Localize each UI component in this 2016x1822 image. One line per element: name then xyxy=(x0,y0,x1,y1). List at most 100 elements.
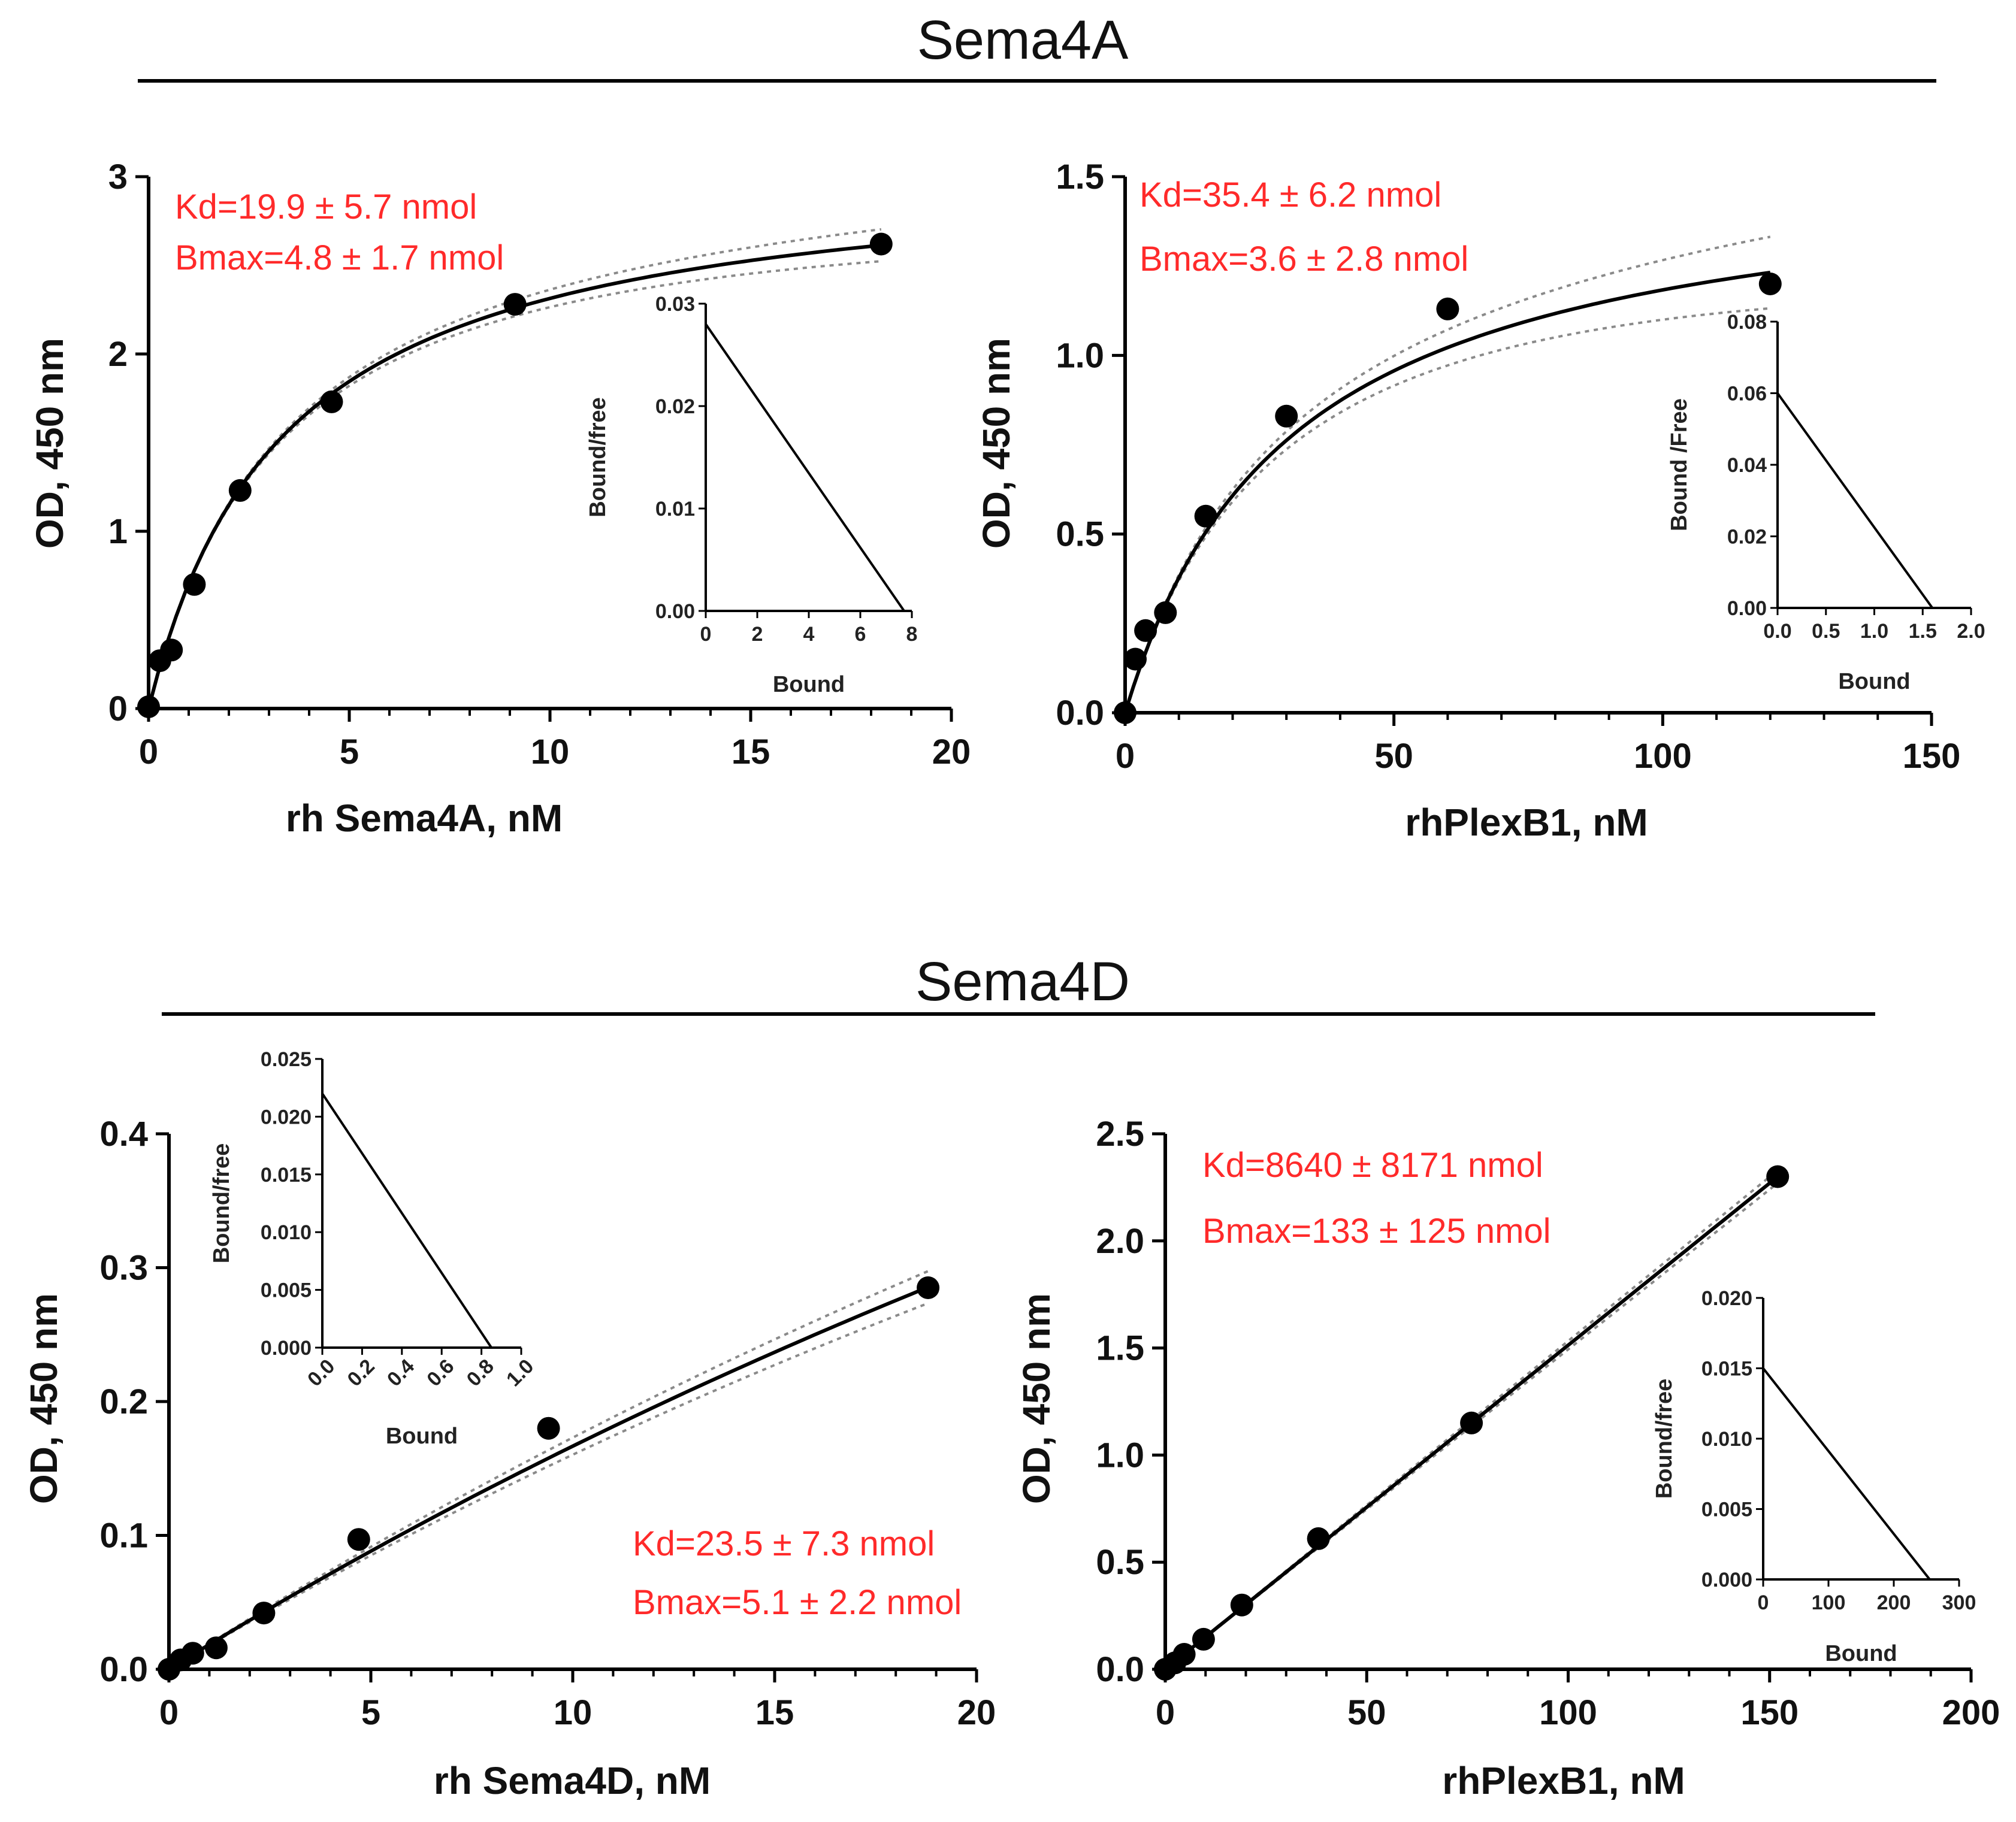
inset-x-tick-label: 1.0 xyxy=(1860,620,1888,643)
x-axis-label: rh Sema4D, nM xyxy=(434,1759,711,1802)
inset-y-tick-label: 0.025 xyxy=(261,1048,312,1071)
y-tick-label: 1.0 xyxy=(1056,336,1104,375)
x-axis-label: rhPlexB1, nM xyxy=(1405,801,1648,844)
inset-y-tick-label: 0.015 xyxy=(1701,1358,1752,1381)
inset-x-tick-label: 0.8 xyxy=(463,1355,498,1391)
section-title-sema4a: Sema4A xyxy=(917,10,1129,71)
inset-x-tick-label: 0.2 xyxy=(343,1355,379,1391)
chart-sema4d-sema4d-binding: 0.0 0.1 0.2 0.3 0.4 0 5 10 15 20 rh Sema4D, nM OD, … xyxy=(22,1048,996,1802)
inset-regression-line xyxy=(321,1092,492,1349)
data-point xyxy=(181,1642,204,1665)
inset-y-tick-label: 0.010 xyxy=(261,1221,312,1244)
x-axis-label: rhPlexB1, nM xyxy=(1442,1759,1685,1802)
fit-curve xyxy=(168,1285,929,1671)
inset-x-tick-label: 0.0 xyxy=(303,1355,339,1391)
data-point xyxy=(1172,1643,1196,1666)
inset-x-axis-label: Bound xyxy=(773,672,845,697)
x-tick-label: 15 xyxy=(755,1693,794,1732)
inset-x-tick-label: 0.4 xyxy=(383,1355,419,1391)
confidence-band-upper xyxy=(168,1270,929,1670)
y-tick-label: 1.5 xyxy=(1096,1329,1144,1368)
x-tick-label: 150 xyxy=(1740,1693,1799,1732)
inset-y-tick-label: 0.01 xyxy=(655,498,695,520)
bmax-annotation: Bmax=133 ± 125 nmol xyxy=(1202,1212,1551,1251)
x-tick-label: 0 xyxy=(1156,1693,1175,1732)
inset-y-tick-label: 0.015 xyxy=(261,1164,312,1187)
data-point xyxy=(537,1417,560,1440)
data-point xyxy=(183,573,206,596)
inset-x-tick-label: 2.0 xyxy=(1957,620,1985,643)
inset-x-tick-label: 2 xyxy=(752,623,763,646)
y-tick-label: 0.3 xyxy=(99,1249,148,1288)
inset-y-axis-label: Bound/free xyxy=(209,1143,234,1264)
inset-x-tick-label: 0 xyxy=(1758,1591,1769,1614)
data-point xyxy=(252,1602,276,1625)
x-tick-label: 20 xyxy=(957,1693,996,1732)
inset-y-tick-label: 0.005 xyxy=(1701,1499,1752,1521)
inset-y-axis-label: Bound/free xyxy=(1652,1379,1677,1499)
x-tick-label: 150 xyxy=(1903,737,1961,776)
chart-sema4d-plexb1-binding: 0.0 0.5 1.0 1.5 2.0 2.5 0 50 100 150 200 rhPlexB1, … xyxy=(1015,1115,2000,1802)
y-tick-label: 1.5 xyxy=(1056,158,1104,196)
x-axis-label: rh Sema4A, nM xyxy=(286,797,563,840)
y-tick-label: 0.0 xyxy=(1056,694,1104,733)
x-tick-label: 0 xyxy=(159,1693,179,1732)
chart-sema4a-plexb1-binding: 0.0 0.5 1.0 1.5 0 50 100 150 rhPlexB1, nM OD, 450… xyxy=(975,158,1985,844)
confidence-band-lower xyxy=(1124,307,1770,713)
data-point xyxy=(320,390,343,413)
inset-x-tick-label: 0.5 xyxy=(1812,620,1840,643)
y-tick-label: 2.5 xyxy=(1096,1115,1144,1154)
inset-scatchard-plot: 0.000 0.005 0.010 0.015 0.020 0 100 200 300 Bound… xyxy=(1652,1287,1976,1666)
inset-y-axis-label: Bound/free xyxy=(585,397,610,517)
inset-y-tick-label: 0.000 xyxy=(1701,1569,1752,1591)
x-tick-label: 10 xyxy=(554,1693,593,1732)
kd-annotation: Kd=23.5 ± 7.3 nmol xyxy=(633,1524,935,1563)
inset-x-tick-label: 100 xyxy=(1812,1591,1846,1614)
kd-annotation: Kd=8640 ± 8171 nmol xyxy=(1202,1146,1543,1185)
inset-y-tick-label: 0.06 xyxy=(1727,383,1767,405)
inset-y-tick-label: 0.04 xyxy=(1727,454,1767,477)
data-point xyxy=(1134,619,1157,642)
data-point xyxy=(137,695,160,718)
inset-scatchard-plot: 0.00 0.01 0.02 0.03 0 2 4 6 8 Bound Bound/free xyxy=(585,293,917,697)
inset-regression-line xyxy=(1762,1367,1931,1581)
inset-y-tick-label: 0.005 xyxy=(261,1279,312,1302)
inset-scatchard-plot: 0.00 0.02 0.04 0.06 0.08 0.0 0.5 1.0 1.5 2.0 Bound… xyxy=(1667,311,1985,694)
data-point xyxy=(1275,404,1298,428)
x-tick-label: 20 xyxy=(932,733,971,771)
data-point xyxy=(228,479,252,502)
data-point xyxy=(347,1528,370,1551)
inset-y-tick-label: 0.02 xyxy=(655,395,695,418)
inset-x-tick-label: 0 xyxy=(700,623,712,646)
kd-annotation: Kd=35.4 ± 6.2 nmol xyxy=(1140,175,1441,214)
inset-y-tick-label: 0.00 xyxy=(1727,597,1767,620)
inset-x-tick-label: 1.5 xyxy=(1909,620,1937,643)
data-point xyxy=(1194,504,1217,528)
confidence-band-upper xyxy=(1124,235,1771,713)
bmax-annotation: Bmax=4.8 ± 1.7 nmol xyxy=(175,238,504,277)
inset-y-tick-label: 0.02 xyxy=(1727,526,1767,549)
inset-x-tick-label: 0.6 xyxy=(422,1355,458,1391)
y-tick-label: 2 xyxy=(108,335,128,374)
confidence-band-lower xyxy=(168,1302,929,1670)
y-axis-label: OD, 450 nm xyxy=(22,1293,65,1504)
y-axis-label: OD, 450 nm xyxy=(28,338,71,549)
confidence-band-lower xyxy=(147,260,881,709)
y-tick-label: 0.4 xyxy=(99,1115,148,1154)
inset-y-tick-label: 0.020 xyxy=(1701,1287,1752,1310)
y-axis-label: OD, 450 nm xyxy=(975,338,1018,549)
x-tick-label: 5 xyxy=(361,1693,380,1732)
inset-y-tick-label: 0.08 xyxy=(1727,311,1767,334)
confidence-band-upper xyxy=(1164,1169,1779,1670)
y-tick-label: 0.5 xyxy=(1056,515,1104,554)
y-tick-label: 0.5 xyxy=(1096,1543,1144,1582)
data-point xyxy=(1192,1627,1215,1651)
inset-regression-line xyxy=(1776,392,1934,609)
confidence-band-upper xyxy=(147,228,882,709)
data-point xyxy=(160,638,183,662)
inset-y-tick-label: 0.03 xyxy=(655,293,695,316)
x-tick-label: 50 xyxy=(1347,1693,1386,1732)
y-tick-label: 2.0 xyxy=(1096,1222,1144,1261)
